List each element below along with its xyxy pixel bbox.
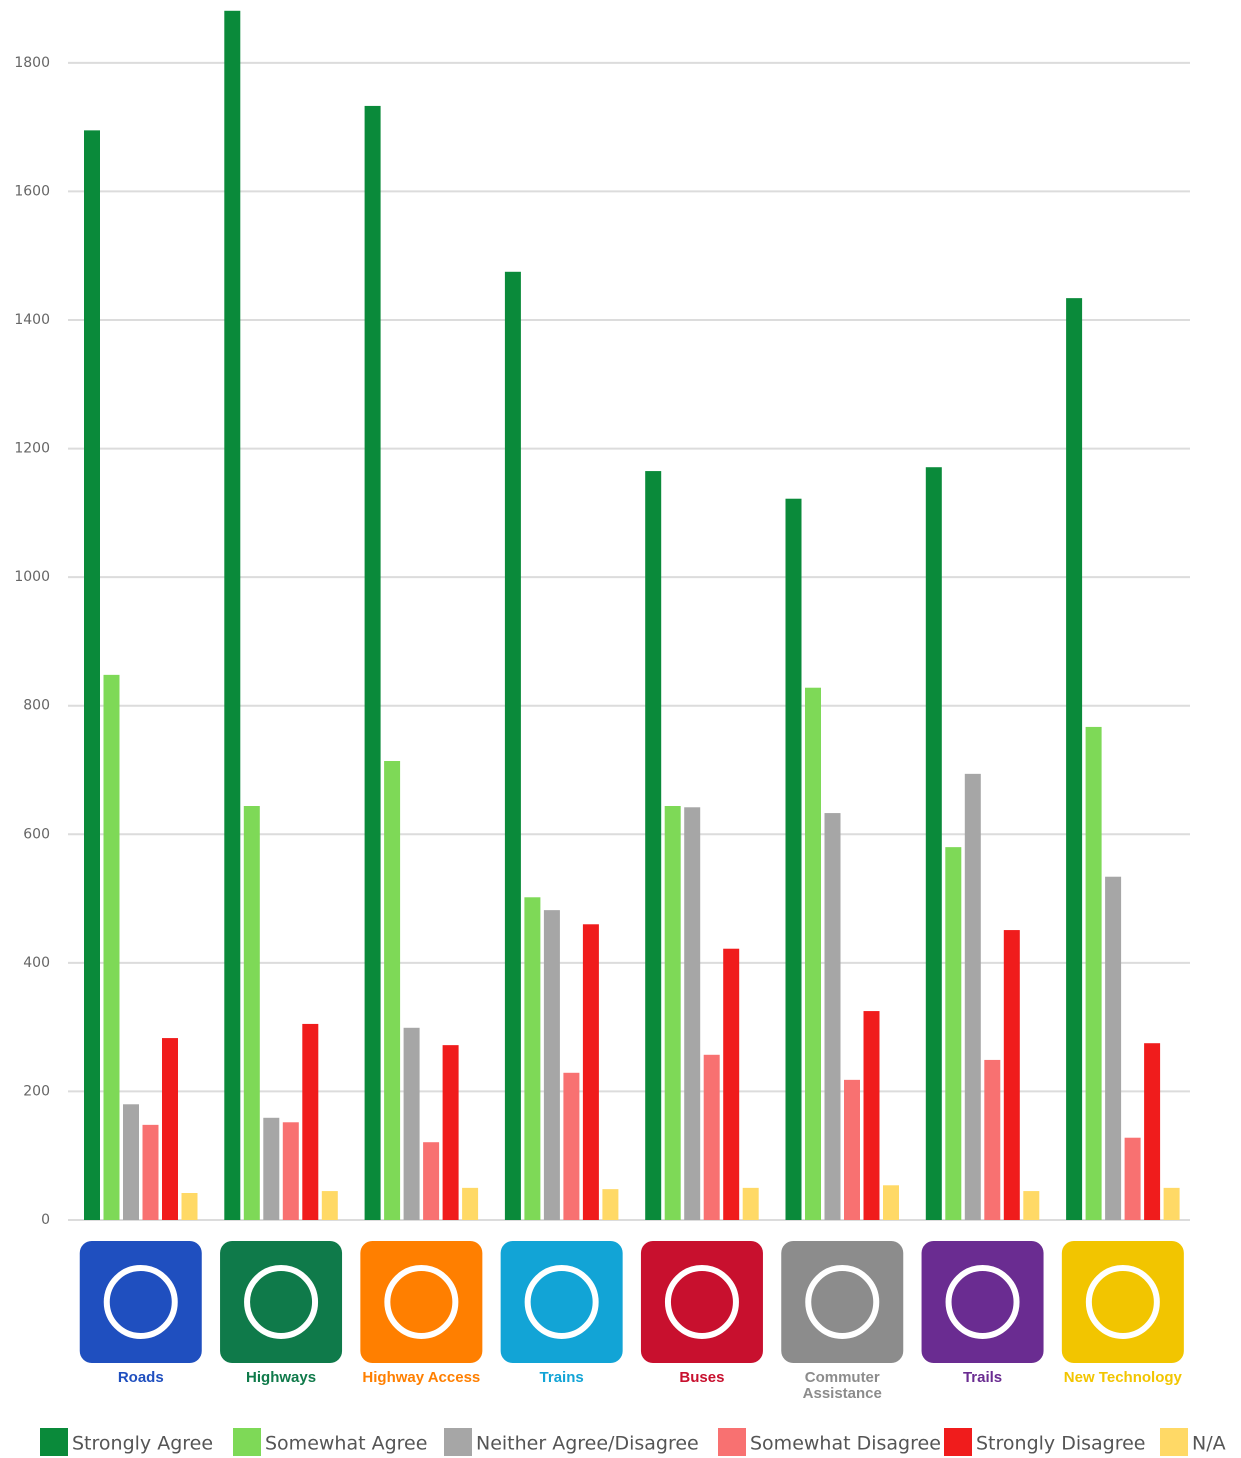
bar <box>263 1117 280 1220</box>
legend-label: Strongly Agree <box>72 1433 213 1455</box>
category-icon <box>921 1241 1044 1363</box>
bar <box>462 1187 479 1220</box>
bar <box>742 1187 759 1220</box>
bar <box>563 1072 580 1220</box>
bar <box>805 687 821 1220</box>
legend-swatch <box>444 1428 472 1456</box>
y-tick-label: 400 <box>23 955 50 971</box>
y-tick-label: 1800 <box>14 55 50 71</box>
legend-label: N/A <box>1192 1433 1226 1455</box>
y-tick-label: 1400 <box>14 312 50 328</box>
bar <box>964 773 981 1220</box>
category-label: Highway Access <box>362 1369 481 1386</box>
bar <box>1003 930 1020 1220</box>
bar <box>703 1054 720 1220</box>
bar <box>423 1142 440 1220</box>
legend-label: Somewhat Agree <box>265 1433 427 1455</box>
y-tick-label: 600 <box>23 826 50 842</box>
bar <box>945 847 962 1220</box>
category-label: Highways <box>246 1369 317 1386</box>
category-icon <box>79 1241 202 1363</box>
icon-glyph <box>1085 1265 1160 1339</box>
bar <box>645 471 662 1221</box>
bar <box>442 1045 459 1220</box>
bar <box>543 910 560 1220</box>
bar <box>224 10 241 1220</box>
bar <box>1163 1187 1180 1220</box>
legend-swatch <box>944 1428 972 1456</box>
y-tick-label: 1200 <box>14 441 50 457</box>
bar <box>181 1193 198 1220</box>
bar <box>321 1191 338 1220</box>
category-icon <box>781 1241 904 1363</box>
icon-glyph <box>805 1265 880 1339</box>
icon-glyph <box>384 1265 459 1339</box>
bar <box>142 1124 159 1220</box>
category-icon <box>360 1241 483 1363</box>
bar <box>684 807 701 1220</box>
bar <box>664 806 681 1220</box>
category-icon <box>220 1241 343 1363</box>
bar <box>1023 1191 1040 1220</box>
category-label: Roads <box>117 1369 164 1386</box>
category-label: New Technology <box>1063 1369 1182 1386</box>
bar <box>504 271 521 1220</box>
icon-glyph <box>945 1265 1020 1339</box>
bar <box>1124 1137 1141 1220</box>
y-tick-label: 200 <box>23 1083 50 1099</box>
category-label: Trains <box>539 1369 584 1386</box>
legend-swatch <box>233 1428 261 1456</box>
icon-glyph <box>103 1265 178 1339</box>
category-icon <box>1061 1241 1184 1363</box>
bar <box>403 1027 420 1220</box>
bar <box>162 1038 178 1220</box>
legend-swatch <box>1160 1428 1188 1456</box>
legend-swatch <box>718 1428 746 1456</box>
bar <box>302 1023 319 1220</box>
bar <box>1144 1043 1161 1220</box>
bar <box>84 130 100 1220</box>
icon-glyph <box>664 1265 739 1339</box>
legend-label: Neither Agree/Disagree <box>476 1433 699 1455</box>
bar <box>582 924 599 1220</box>
category-label: Commuter Assistance <box>802 1369 882 1402</box>
bar <box>243 806 260 1220</box>
legend-label: Strongly Disagree <box>976 1433 1145 1455</box>
bar <box>844 1079 860 1220</box>
bar <box>1105 876 1122 1220</box>
y-tick-label: 1600 <box>14 183 50 199</box>
bar <box>282 1122 299 1220</box>
bar <box>602 1189 619 1220</box>
y-tick-label: 800 <box>23 698 50 714</box>
y-tick-label: 1000 <box>14 569 50 585</box>
bar <box>785 498 802 1220</box>
bar <box>123 1104 139 1220</box>
legend-label: Somewhat Disagree <box>750 1433 941 1455</box>
bar <box>883 1185 899 1220</box>
bar <box>1085 726 1102 1220</box>
bar <box>824 813 841 1220</box>
bar <box>103 674 120 1220</box>
category-label: Trails <box>962 1369 1003 1386</box>
legend-swatch <box>40 1428 68 1456</box>
category-icon <box>640 1241 763 1363</box>
bar <box>384 761 401 1220</box>
icon-glyph <box>244 1265 319 1339</box>
category-label: Buses <box>679 1369 725 1386</box>
category-icon <box>500 1241 623 1363</box>
bar <box>723 948 740 1220</box>
bar <box>524 897 541 1220</box>
bar <box>984 1059 1001 1220</box>
bar <box>1066 298 1083 1221</box>
bar <box>863 1011 880 1220</box>
y-tick-label: 0 <box>41 1212 50 1228</box>
bar <box>925 467 942 1220</box>
bar <box>364 105 381 1220</box>
icon-glyph <box>524 1265 599 1339</box>
